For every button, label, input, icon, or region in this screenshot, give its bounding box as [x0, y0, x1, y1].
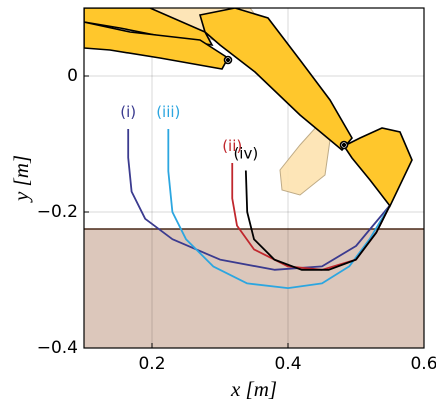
x-tick-label: 0.6	[410, 354, 436, 374]
x-tick-label: 0.4	[274, 354, 301, 374]
x-axis-label: x [m]	[230, 377, 277, 401]
y-tick-label: 0	[67, 66, 78, 86]
y-axis-label: y [m]	[9, 155, 33, 203]
y-tick-label: −0.4	[37, 338, 78, 358]
chart: x [m] y [m] 0.2 0.4 0.6 −0.4 −0.2 0 (i) (iii) (i…	[0, 0, 436, 408]
series-label: (iv)	[233, 145, 258, 163]
x-tick-label: 0.2	[138, 354, 165, 374]
series-label: (iii)	[156, 103, 180, 121]
series-label: (i)	[120, 103, 136, 121]
y-tick-label: −0.2	[37, 202, 78, 222]
ground	[84, 229, 424, 348]
